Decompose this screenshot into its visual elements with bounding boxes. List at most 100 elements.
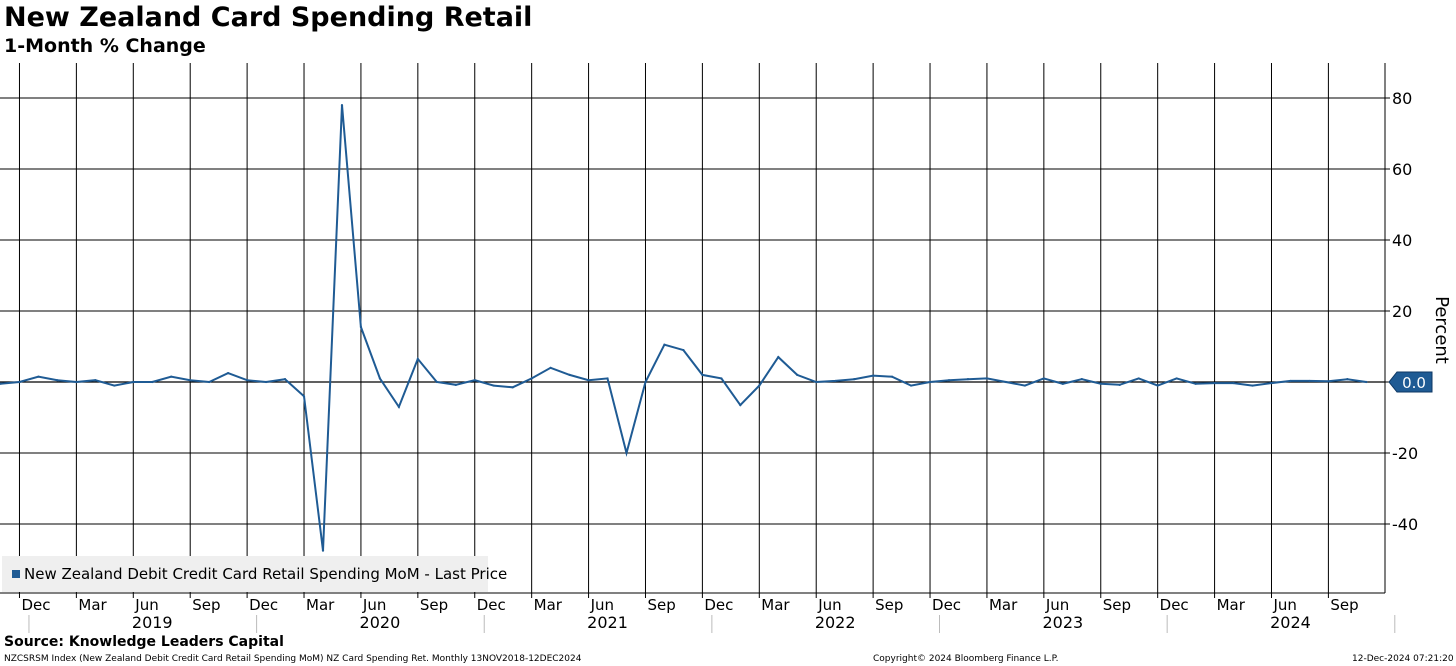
- x-tick-label: Sep: [875, 596, 903, 614]
- data-point: [340, 104, 344, 107]
- legend-swatch: [12, 570, 20, 578]
- x-tick-label: Jun: [362, 596, 386, 614]
- index-note: NZCSRSM Index (New Zealand Debit Credit …: [4, 654, 582, 664]
- data-point: [397, 405, 400, 408]
- data-point: [283, 378, 287, 381]
- x-tick-label: Mar: [761, 596, 790, 614]
- data-point: [1023, 384, 1026, 387]
- data-point: [966, 378, 970, 381]
- data-point: [796, 373, 799, 376]
- data-point: [492, 384, 495, 387]
- y-tick-label: 80: [1392, 89, 1412, 108]
- last-value-label: 0.0: [1402, 374, 1426, 392]
- data-point: [302, 395, 306, 398]
- data-point: [264, 380, 268, 384]
- x-tick-label: Jun: [1045, 596, 1069, 614]
- legend: New Zealand Debit Credit Card Retail Spe…: [2, 556, 507, 592]
- data-point: [1118, 383, 1121, 386]
- data-point: [1061, 382, 1064, 385]
- data-point: [56, 379, 59, 382]
- data-point: [1346, 378, 1349, 381]
- y-tick-label: -40: [1392, 515, 1418, 534]
- data-point: [663, 343, 666, 346]
- data-point: [701, 373, 704, 376]
- x-tick-label: Sep: [192, 596, 220, 614]
- data-point: [758, 384, 761, 387]
- x-tick-label: Jun: [817, 596, 841, 614]
- data-point: [435, 380, 438, 384]
- data-point: [454, 383, 457, 386]
- data-point: [1365, 380, 1368, 384]
- data-point: [208, 380, 211, 384]
- last-value-badge: [1388, 371, 1433, 393]
- data-point: [18, 380, 21, 384]
- data-point: [1232, 381, 1235, 385]
- data-point: [1004, 380, 1008, 384]
- data-point: [1289, 379, 1292, 383]
- source-note: Source: Knowledge Leaders Capital: [4, 634, 284, 650]
- data-point: [113, 384, 116, 387]
- x-tick-label: Mar: [989, 596, 1018, 614]
- data-point: [1308, 379, 1311, 383]
- x-tick-label: Mar: [78, 596, 107, 614]
- x-tick-label: Dec: [932, 596, 961, 614]
- x-tick-label: Sep: [1103, 596, 1131, 614]
- data-point: [606, 377, 609, 380]
- data-point: [1194, 382, 1197, 385]
- data-point: [1251, 384, 1254, 387]
- year-label: 2019: [132, 613, 173, 632]
- chart-title: New Zealand Card Spending Retail: [4, 2, 533, 33]
- data-point: [1327, 380, 1330, 383]
- data-point: [378, 377, 381, 380]
- x-tick-label: Sep: [420, 596, 448, 614]
- y-tick-label: 20: [1392, 302, 1412, 321]
- year-label: 2022: [815, 613, 856, 632]
- y-tick-label: -20: [1392, 444, 1418, 463]
- data-point: [568, 373, 571, 376]
- data-point: [416, 357, 419, 361]
- data-point: [511, 386, 514, 389]
- data-point: [359, 325, 363, 329]
- data-point: [246, 379, 249, 382]
- data-point: [37, 375, 40, 378]
- data-point: [1042, 377, 1045, 380]
- x-tick-label: Jun: [134, 596, 158, 614]
- x-tick-label: Mar: [534, 596, 563, 614]
- data-point: [549, 366, 552, 369]
- data-point: [1080, 378, 1083, 381]
- data-point: [890, 375, 894, 378]
- data-point: [132, 380, 135, 384]
- data-point: [834, 379, 837, 383]
- data-point: [872, 374, 875, 377]
- x-tick-label: Dec: [1160, 596, 1189, 614]
- data-point: [1137, 377, 1140, 380]
- data-point: [853, 378, 856, 381]
- x-tick-label: Sep: [1330, 596, 1358, 614]
- data-point: [587, 379, 590, 382]
- x-tick-label: Dec: [21, 596, 50, 614]
- data-point: [985, 377, 989, 380]
- data-point: [928, 380, 932, 384]
- x-tick-label: Dec: [704, 596, 733, 614]
- data-point: [739, 403, 742, 407]
- x-tick-label: Mar: [306, 596, 335, 614]
- data-point: [720, 377, 723, 380]
- data-point: [321, 549, 325, 552]
- data-point: [0, 382, 2, 385]
- data-point: [473, 379, 476, 382]
- data-point: [170, 375, 173, 378]
- data-point: [1213, 381, 1216, 385]
- data-point: [530, 377, 533, 380]
- y-tick-label: 40: [1392, 231, 1412, 250]
- data-point: [227, 372, 230, 375]
- year-label: 2023: [1042, 613, 1083, 632]
- data-point: [777, 356, 780, 359]
- data-point: [151, 380, 154, 384]
- x-tick-label: Mar: [1217, 596, 1246, 614]
- data-point: [644, 380, 647, 384]
- x-tick-label: Dec: [477, 596, 506, 614]
- year-label: 2024: [1270, 613, 1311, 632]
- data-point: [94, 379, 97, 382]
- x-tick-label: Sep: [647, 596, 675, 614]
